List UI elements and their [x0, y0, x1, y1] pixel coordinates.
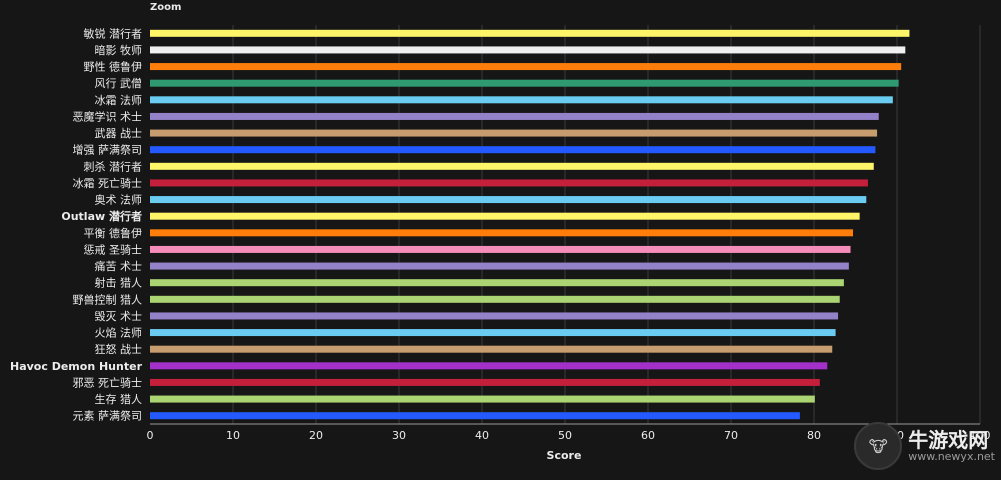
category-label: 奥术 法师 — [95, 193, 143, 207]
cow-logo-icon: 🐮 — [854, 422, 903, 470]
x-tick-label: 30 — [392, 429, 406, 442]
category-label: 平衡 德鲁伊 — [84, 226, 143, 240]
bar — [150, 162, 874, 170]
site-watermark: 🐮 牛游戏网 www.newyx.net — [854, 422, 995, 470]
x-tick-label: 10 — [226, 429, 240, 442]
x-tick-label: 100 — [970, 429, 991, 442]
category-label: 元素 萨满祭司 — [73, 410, 143, 423]
bar — [150, 329, 836, 337]
x-tick-label: 0 — [147, 429, 154, 442]
category-label: Outlaw 潜行者 — [61, 209, 142, 223]
category-label: 暗影 牧师 — [95, 43, 143, 57]
category-label: 狂怒 战士 — [95, 342, 143, 356]
category-label: 武器 战士 — [95, 127, 143, 140]
x-tick-label: 50 — [558, 429, 572, 442]
category-label: 风行 武僧 — [95, 77, 143, 90]
category-label: Havoc Demon Hunter — [10, 360, 143, 373]
bar — [150, 79, 899, 87]
bar — [150, 312, 839, 320]
bar — [150, 146, 876, 154]
category-label: 冰霜 死亡骑士 — [73, 176, 143, 190]
bar — [150, 279, 844, 287]
bar — [150, 229, 854, 237]
bar — [150, 245, 851, 253]
category-label: 增强 萨满祭司 — [73, 143, 143, 157]
category-label: 敏锐 潜行者 — [84, 26, 143, 40]
bar — [150, 262, 849, 270]
zoom-label[interactable]: Zoom — [150, 2, 182, 13]
category-label: 惩戒 圣骑士 — [84, 243, 143, 256]
bar — [150, 362, 828, 370]
category-label: 毁灭 术士 — [95, 309, 143, 323]
bar — [150, 96, 893, 104]
bar — [150, 345, 833, 353]
bar — [150, 46, 906, 54]
category-label: 刺杀 潜行者 — [84, 159, 143, 173]
bar — [150, 378, 820, 386]
bar — [150, 29, 910, 37]
category-label: 邪恶 死亡骑士 — [73, 375, 143, 389]
bar — [150, 295, 840, 303]
category-label: 恶魔学识 术士 — [73, 109, 143, 123]
category-label: 生存 猎人 — [95, 392, 143, 406]
bar — [150, 212, 860, 220]
bar — [150, 63, 902, 71]
x-tick-label: 70 — [724, 429, 738, 442]
x-tick-label: 80 — [807, 429, 821, 442]
category-label: 痛苦 术士 — [95, 259, 143, 273]
category-label: 火焰 法师 — [95, 326, 143, 340]
bar — [150, 395, 815, 403]
watermark-site-name: 牛游戏网 — [908, 427, 989, 452]
bar — [150, 412, 800, 420]
bar — [150, 112, 879, 120]
category-label: 射击 猎人 — [95, 276, 143, 290]
bar — [150, 196, 867, 204]
watermark-url: www.newyx.net — [908, 449, 995, 463]
bar — [150, 129, 878, 137]
category-label: 野兽控制 猎人 — [73, 292, 143, 306]
category-label: 野性 德鲁伊 — [84, 60, 143, 74]
bar — [150, 179, 868, 187]
x-tick-label: 40 — [475, 429, 489, 442]
x-axis-title: Score — [547, 449, 582, 462]
x-tick-label: 20 — [309, 429, 323, 442]
x-tick-label: 60 — [641, 429, 655, 442]
category-label: 冰霜 法师 — [95, 93, 143, 107]
